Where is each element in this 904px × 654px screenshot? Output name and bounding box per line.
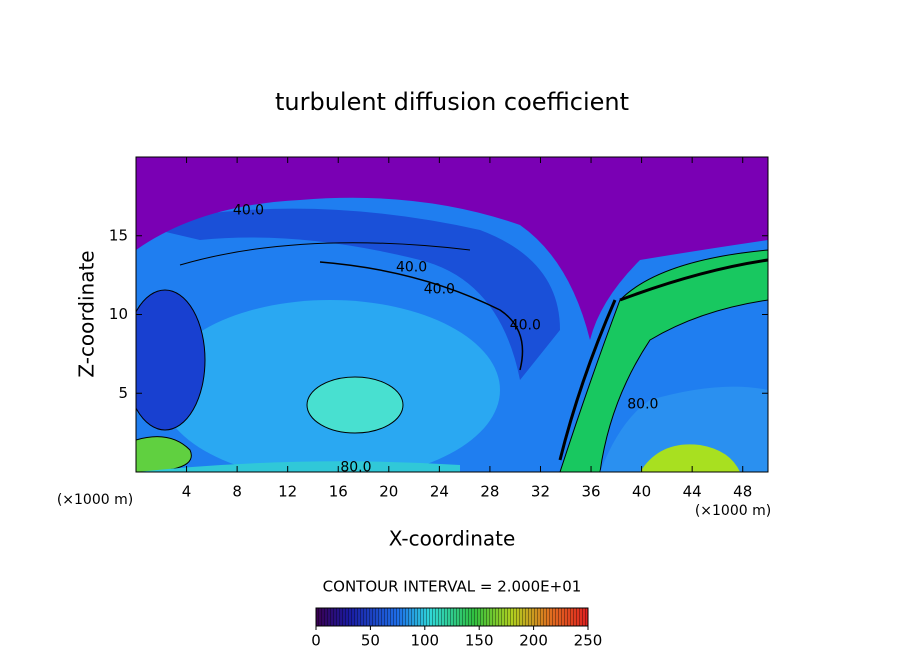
contour-label: 40.0 <box>396 259 427 275</box>
colorbar-tick-label: 150 <box>465 632 494 650</box>
x-tick-label: 28 <box>480 483 499 501</box>
y-unit-label: (×1000 m) <box>57 492 133 508</box>
colorbar-tick-label: 250 <box>574 632 603 650</box>
x-tick-label: 36 <box>581 483 600 501</box>
contour-label: 80.0 <box>340 459 371 475</box>
y-tick-label: 10 <box>109 305 128 323</box>
colorbar-tick-label: 50 <box>361 632 380 650</box>
contour-label: 40.0 <box>424 281 455 297</box>
x-tick-label: 4 <box>182 483 192 501</box>
y-tick-label: 5 <box>118 384 128 402</box>
colorbar-tick-label: 100 <box>410 632 439 650</box>
colorbar-divisions <box>316 608 588 626</box>
y-axis-label: Z-coordinate <box>75 250 99 377</box>
colorbar-tick-label: 200 <box>519 632 548 650</box>
x-tick-label: 48 <box>733 483 752 501</box>
contour-label: 80.0 <box>627 396 658 412</box>
x-unit-label: (×1000 m) <box>695 503 771 519</box>
x-tick-label: 44 <box>683 483 702 501</box>
field <box>136 157 768 472</box>
colorbar-tick-label: 0 <box>311 632 321 650</box>
x-tick-label: 8 <box>232 483 242 501</box>
x-tick-label: 40 <box>632 483 651 501</box>
contour-label: 40.0 <box>233 203 264 219</box>
contour-interval: CONTOUR INTERVAL = 2.000E+01 <box>323 578 582 596</box>
x-axis-label: X-coordinate <box>389 527 516 551</box>
chart-title: turbulent diffusion coefficient <box>275 88 629 116</box>
x-tick-label: 24 <box>430 483 449 501</box>
contour-label: 40.0 <box>510 318 541 334</box>
x-tick-label: 16 <box>329 483 348 501</box>
x-tick-label: 20 <box>379 483 398 501</box>
y-tick-label: 15 <box>109 226 128 244</box>
x-tick-label: 12 <box>278 483 297 501</box>
x-tick-label: 32 <box>531 483 550 501</box>
